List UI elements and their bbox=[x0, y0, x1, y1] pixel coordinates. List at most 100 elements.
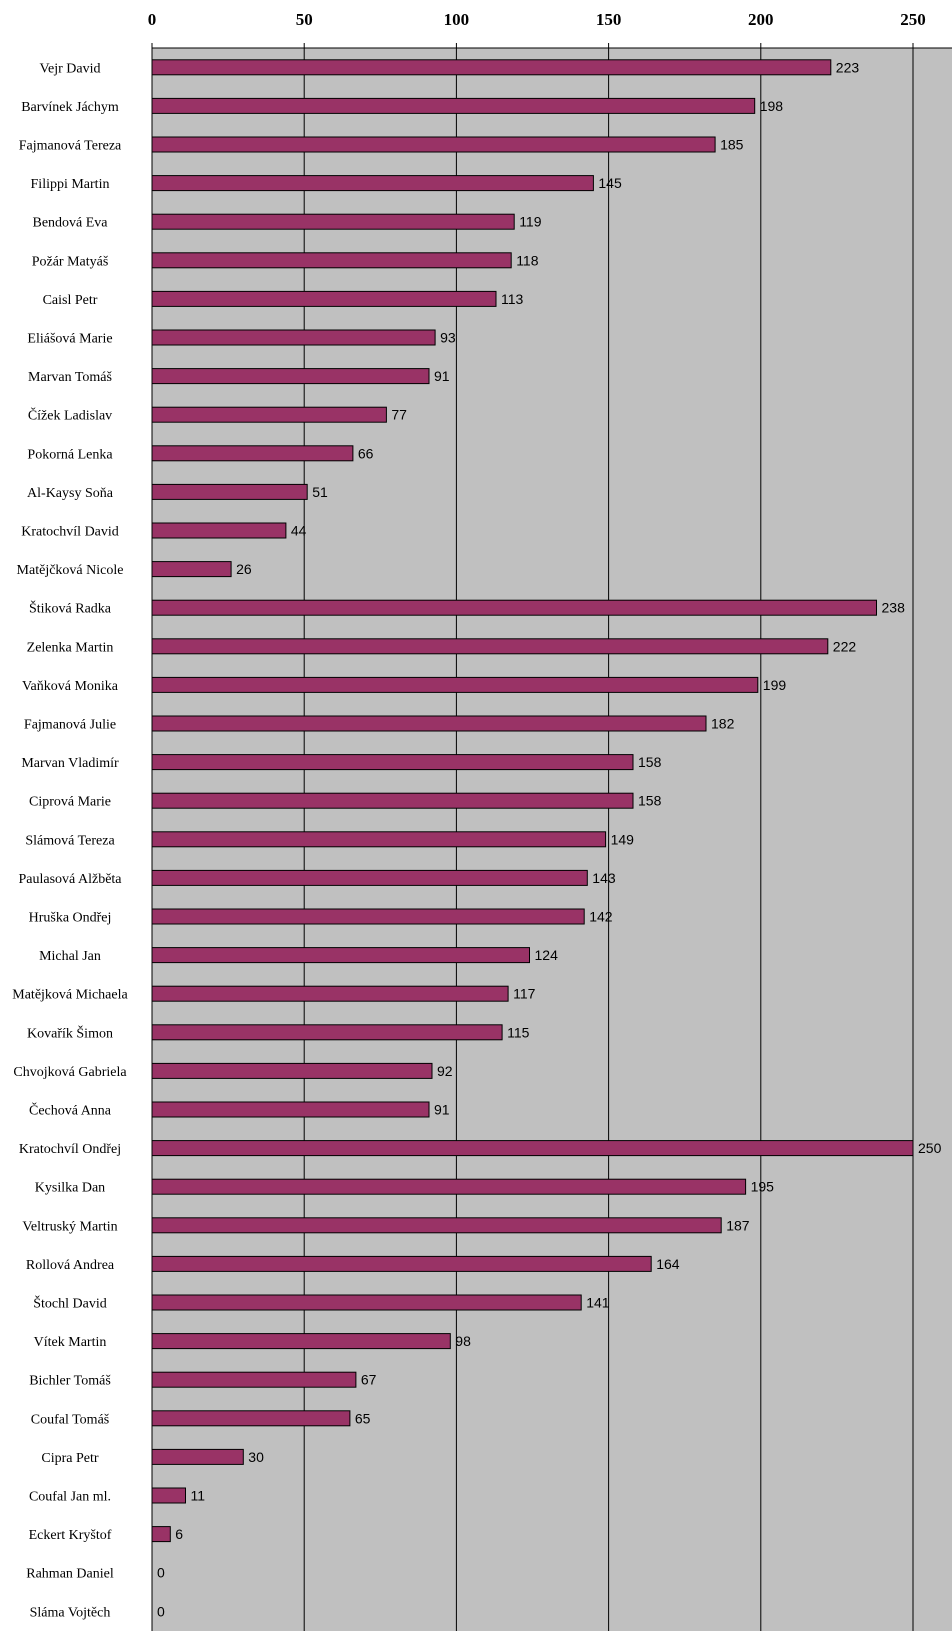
data-label: 91 bbox=[434, 368, 450, 384]
category-label: Zelenka Martin bbox=[27, 640, 114, 655]
bar bbox=[151, 59, 832, 76]
bar bbox=[151, 638, 829, 655]
data-label: 51 bbox=[312, 484, 328, 500]
bar bbox=[151, 1140, 914, 1157]
category-label: Rollová Andrea bbox=[26, 1258, 115, 1273]
data-label: 158 bbox=[638, 793, 662, 809]
value-axis: 0 50 100 150 200 250 bbox=[148, 10, 926, 48]
data-label: 195 bbox=[751, 1179, 775, 1195]
bar bbox=[151, 985, 509, 1002]
category-label: Štiková Radka bbox=[29, 600, 112, 617]
category-label: Vejr David bbox=[39, 61, 100, 76]
bar bbox=[151, 1178, 747, 1195]
category-label: Vítek Martin bbox=[34, 1335, 107, 1350]
bar bbox=[151, 1333, 451, 1350]
category-label: Matějková Michaela bbox=[12, 988, 128, 1003]
data-label: 187 bbox=[726, 1217, 750, 1233]
bar bbox=[151, 522, 287, 539]
bar bbox=[151, 175, 594, 192]
bar bbox=[151, 1371, 357, 1388]
bar bbox=[151, 792, 634, 809]
category-label: Štochl David bbox=[33, 1295, 107, 1312]
category-label: Fajmanová Tereza bbox=[19, 139, 122, 154]
bar bbox=[151, 715, 707, 732]
data-label: 158 bbox=[638, 754, 662, 770]
category-label: Sláma Vojtěch bbox=[30, 1605, 111, 1620]
data-label: 199 bbox=[763, 677, 787, 693]
bar bbox=[151, 947, 530, 964]
category-label: Eckert Kryštof bbox=[29, 1528, 112, 1543]
category-label: Bendová Eva bbox=[32, 216, 108, 231]
bar bbox=[151, 329, 436, 346]
category-label: Barvínek Jáchym bbox=[21, 100, 119, 115]
category-label: Slámová Tereza bbox=[25, 833, 115, 848]
data-label: 65 bbox=[355, 1410, 371, 1426]
bar bbox=[151, 676, 759, 693]
bars bbox=[151, 59, 914, 1543]
bar bbox=[151, 406, 387, 423]
category-label: Coufal Tomáš bbox=[31, 1412, 110, 1427]
category-label: Matějčková Nicole bbox=[17, 563, 124, 578]
data-label: 26 bbox=[236, 561, 252, 577]
data-label: 145 bbox=[598, 175, 622, 191]
category-label: Hruška Ondřej bbox=[29, 911, 112, 926]
data-label: 143 bbox=[592, 870, 616, 886]
bar bbox=[151, 136, 716, 153]
data-label: 250 bbox=[918, 1140, 942, 1156]
bar bbox=[151, 1487, 186, 1504]
data-label: 223 bbox=[836, 59, 860, 75]
bar bbox=[151, 869, 588, 886]
bar bbox=[151, 483, 308, 500]
data-label: 222 bbox=[833, 638, 857, 654]
bar bbox=[151, 1255, 652, 1272]
tick-label: 100 bbox=[444, 10, 470, 29]
data-label: 141 bbox=[586, 1295, 610, 1311]
data-label: 98 bbox=[455, 1333, 471, 1349]
category-label: Fajmanová Julie bbox=[24, 718, 116, 733]
category-label: Pokorná Lenka bbox=[27, 447, 113, 462]
data-label: 119 bbox=[519, 214, 542, 230]
data-label: 198 bbox=[760, 98, 784, 114]
tick-label: 150 bbox=[596, 10, 622, 29]
data-label: 185 bbox=[720, 137, 744, 153]
category-label: Caisl Petr bbox=[43, 293, 98, 308]
category-label: Kratochvíl Ondřej bbox=[19, 1142, 121, 1157]
category-label: Eliášová Marie bbox=[27, 332, 112, 347]
bar bbox=[151, 599, 877, 616]
category-label: Vaňková Monika bbox=[22, 679, 119, 694]
data-label: 142 bbox=[589, 909, 613, 925]
category-label: Požár Matyáš bbox=[32, 254, 109, 269]
data-label: 164 bbox=[656, 1256, 680, 1272]
bar bbox=[151, 831, 607, 848]
category-label: Kysilka Dan bbox=[35, 1181, 105, 1196]
data-labels: 223 198 185 145 119 118 113 93 91 77 66 51 44 26 238 22… bbox=[157, 59, 942, 1619]
category-label: Ciprová Marie bbox=[29, 795, 111, 810]
data-label: 11 bbox=[191, 1488, 206, 1504]
category-label: Marvan Vladimír bbox=[21, 756, 119, 771]
data-label: 91 bbox=[434, 1102, 450, 1118]
data-label: 117 bbox=[513, 986, 536, 1002]
category-label: Cipra Petr bbox=[41, 1451, 98, 1466]
category-axis: Vejr David Barvínek Jáchym Fajmanová Terez… bbox=[12, 61, 128, 1620]
bar bbox=[151, 1101, 430, 1118]
data-label: 30 bbox=[248, 1449, 264, 1465]
category-label: Coufal Jan ml. bbox=[29, 1490, 111, 1505]
data-label: 149 bbox=[611, 831, 635, 847]
data-label: 66 bbox=[358, 445, 374, 461]
bar bbox=[151, 561, 232, 578]
category-label: Al-Kaysy Soňa bbox=[27, 486, 114, 501]
bar bbox=[151, 290, 497, 307]
category-label: Rahman Daniel bbox=[26, 1567, 114, 1582]
category-label: Michal Jan bbox=[39, 949, 101, 964]
bar bbox=[151, 1526, 171, 1543]
data-label: 113 bbox=[501, 291, 524, 307]
tick-label: 200 bbox=[748, 10, 774, 29]
bar bbox=[151, 368, 430, 385]
category-label: Chvojková Gabriela bbox=[13, 1065, 127, 1080]
bar bbox=[151, 97, 756, 114]
data-label: 182 bbox=[711, 716, 735, 732]
category-label: Kratochvíl David bbox=[21, 525, 119, 540]
bar bbox=[151, 1062, 433, 1079]
category-label: Filippi Martin bbox=[31, 177, 110, 192]
